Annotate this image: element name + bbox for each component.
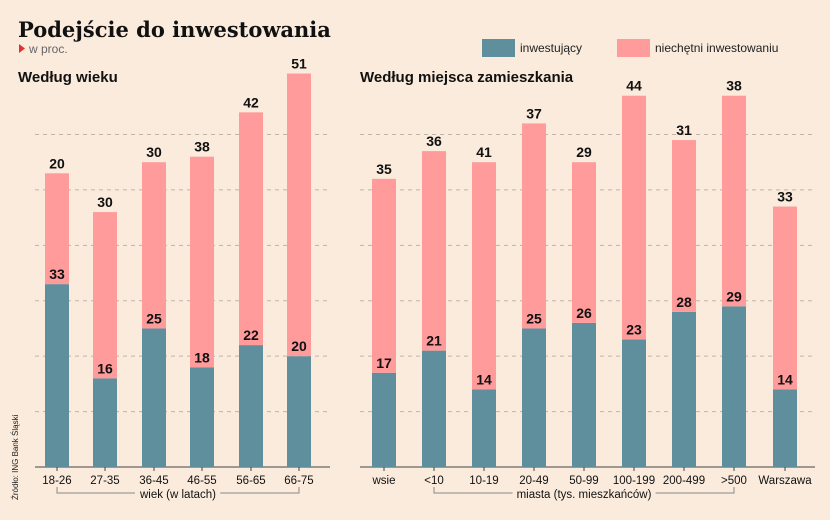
bar-niechetni: [93, 212, 117, 379]
bar-niechetni: [472, 162, 496, 390]
value-label-niechetni: 42: [243, 94, 259, 110]
bar-niechetni: [722, 95, 746, 307]
bar-niechetni: [45, 173, 69, 285]
bar-niechetni: [287, 73, 311, 357]
x-tick-label: 66-75: [284, 475, 313, 487]
legend-swatch-1: [482, 39, 515, 57]
panel-title-1: Według wieku: [18, 69, 118, 86]
legend-label-2: niechętni inwestowaniu: [655, 41, 778, 55]
bar-inwestujacy: [142, 328, 166, 467]
value-label-niechetni: 30: [146, 144, 162, 160]
value-label-niechetni: 38: [194, 139, 210, 155]
bar-inwestujacy: [472, 389, 496, 467]
bar-inwestujacy: [722, 306, 746, 467]
bar-inwestujacy: [622, 339, 646, 467]
x-tick-label: Warszawa: [758, 475, 812, 487]
bar-inwestujacy: [239, 345, 263, 467]
value-label-niechetni: 37: [526, 105, 542, 121]
value-label-inwestujacy: 29: [726, 288, 742, 304]
value-label-inwestujacy: 20: [291, 338, 307, 354]
value-label-niechetni: 29: [576, 144, 592, 160]
value-label-niechetni: 36: [426, 133, 442, 149]
chart-subtitle: w proc.: [28, 42, 68, 56]
bar-niechetni: [572, 162, 596, 323]
bar-niechetni: [522, 123, 546, 329]
source-note: Źródło: ING Bank Śląski: [11, 414, 20, 500]
bar-inwestujacy: [372, 372, 396, 467]
panel-title-2: Według miejsca zamieszkania: [360, 69, 574, 86]
x-tick-label: 20-49: [519, 475, 548, 487]
value-label-niechetni: 35: [376, 161, 392, 177]
x-tick-label: 56-65: [236, 475, 265, 487]
x-tick-label: 10-19: [469, 475, 498, 487]
value-label-niechetni: 33: [777, 189, 793, 205]
value-label-niechetni: 20: [49, 155, 65, 171]
value-label-inwestujacy: 18: [194, 349, 210, 365]
value-label-inwestujacy: 28: [676, 294, 692, 310]
value-label-inwestujacy: 17: [376, 355, 392, 371]
x-tick-label: >500: [721, 475, 747, 487]
x-tick-label: <10: [424, 475, 444, 487]
bar-niechetni: [239, 112, 263, 346]
x-tick-label: 27-35: [90, 475, 119, 487]
value-label-inwestujacy: 14: [476, 371, 492, 387]
value-label-inwestujacy: 22: [243, 327, 259, 343]
value-label-inwestujacy: 16: [97, 360, 113, 376]
bar-niechetni: [190, 156, 214, 368]
x-axis-title-background: [134, 488, 221, 502]
x-axis-title: miasta (tys. mieszkańców): [517, 489, 652, 501]
bar-inwestujacy: [287, 356, 311, 467]
bar-niechetni: [142, 162, 166, 329]
x-tick-label: 36-45: [139, 475, 168, 487]
value-label-inwestujacy: 26: [576, 305, 592, 321]
bar-niechetni: [372, 178, 396, 373]
value-label-inwestujacy: 25: [146, 310, 162, 326]
x-tick-label: 18-26: [42, 475, 71, 487]
bar-niechetni: [422, 151, 446, 351]
bar-inwestujacy: [522, 328, 546, 467]
value-label-niechetni: 31: [676, 122, 692, 138]
bar-inwestujacy: [93, 378, 117, 467]
value-label-niechetni: 38: [726, 78, 742, 94]
x-tick-label: 50-99: [569, 475, 598, 487]
value-label-inwestujacy: 14: [777, 371, 793, 387]
bar-inwestujacy: [422, 350, 446, 467]
chart-title: Podejście do inwestowania: [18, 17, 331, 42]
legend-label-1: inwestujący: [520, 41, 582, 55]
value-label-niechetni: 41: [476, 144, 492, 160]
bar-inwestujacy: [672, 311, 696, 467]
x-tick-label: wsie: [371, 475, 395, 487]
value-label-niechetni: 30: [97, 194, 113, 210]
bar-inwestujacy: [572, 322, 596, 467]
subtitle-arrow-icon: [19, 44, 25, 53]
value-label-inwestujacy: 21: [426, 333, 442, 349]
x-tick-label: 46-55: [187, 475, 216, 487]
bar-inwestujacy: [45, 284, 69, 467]
value-label-niechetni: 51: [291, 56, 307, 72]
bar-inwestujacy: [190, 367, 214, 467]
bar-niechetni: [672, 140, 696, 312]
x-axis-title-background: [512, 488, 656, 502]
value-label-inwestujacy: 23: [626, 322, 642, 338]
value-label-inwestujacy: 25: [526, 310, 542, 326]
bar-inwestujacy: [773, 389, 797, 467]
x-tick-label: 200-499: [663, 475, 705, 487]
value-label-inwestujacy: 33: [49, 266, 65, 282]
legend-swatch-2: [617, 39, 650, 57]
x-tick-label: 100-199: [613, 475, 655, 487]
bar-niechetni: [622, 95, 646, 340]
value-label-niechetni: 44: [626, 78, 642, 94]
x-axis-title: wiek (w latach): [139, 489, 216, 501]
bar-niechetni: [773, 206, 797, 390]
